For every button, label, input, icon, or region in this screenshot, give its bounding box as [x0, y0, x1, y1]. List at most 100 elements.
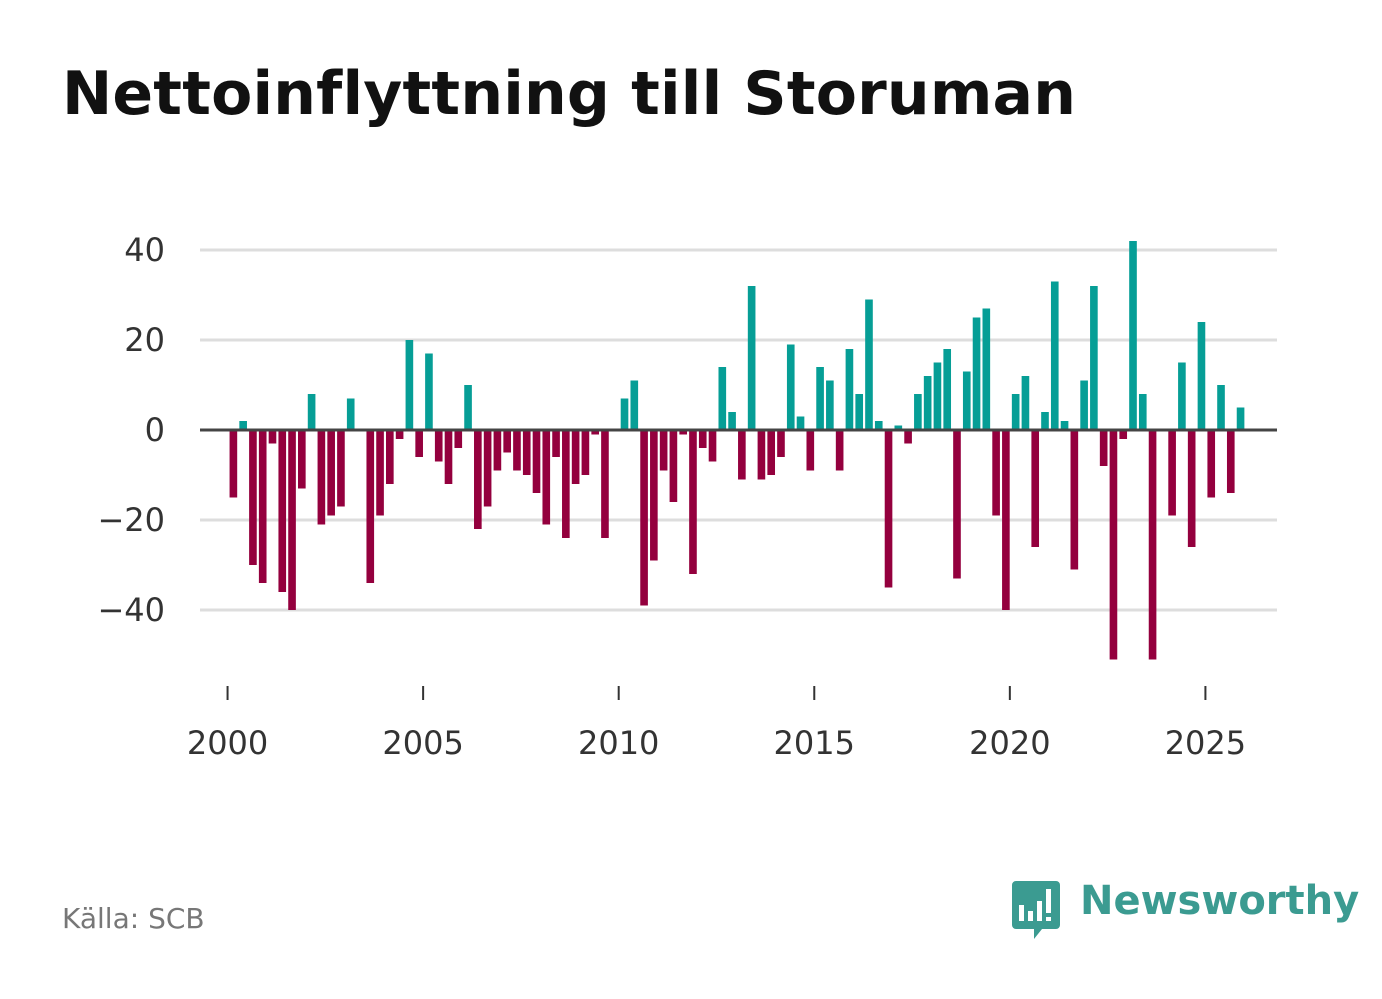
bar	[884, 430, 893, 588]
bar	[532, 430, 541, 493]
bar	[278, 430, 287, 592]
bar	[434, 430, 443, 462]
bar	[943, 349, 952, 430]
bar	[865, 299, 873, 430]
bar	[1119, 430, 1128, 439]
y-axis-labels: 40 20 0 −20 −40	[97, 231, 165, 629]
bar	[1070, 430, 1079, 570]
bar	[1148, 430, 1157, 660]
bar	[914, 394, 922, 430]
bar	[376, 430, 384, 516]
bar	[1041, 412, 1049, 430]
bar	[337, 430, 345, 507]
bar	[1109, 430, 1118, 660]
bar	[317, 430, 326, 525]
bar	[1187, 430, 1196, 547]
y-tick-label: −40	[97, 591, 165, 629]
bar-chart-speech-bubble-icon	[1012, 881, 1060, 939]
x-tick-label: 2000	[187, 724, 268, 762]
bar	[474, 430, 482, 529]
bar	[650, 430, 658, 561]
bar	[1197, 322, 1206, 430]
bar	[591, 430, 599, 435]
bar	[405, 340, 414, 430]
x-tick-label: 2010	[578, 724, 659, 762]
bar	[874, 421, 883, 430]
bar	[708, 430, 717, 462]
bar	[923, 376, 932, 430]
bar	[229, 430, 238, 498]
y-tick-label: 20	[124, 321, 165, 359]
bar	[386, 430, 394, 484]
bar	[689, 430, 697, 574]
y-tick-label: 40	[124, 231, 165, 269]
brand-name: Newsworthy	[1080, 878, 1360, 924]
bar	[395, 430, 404, 439]
bar	[552, 430, 560, 457]
bar	[1031, 430, 1040, 547]
bar	[415, 430, 423, 457]
x-tick-label: 2020	[969, 724, 1050, 762]
bar	[581, 430, 590, 475]
bar	[454, 430, 463, 448]
bar	[786, 344, 795, 430]
bar	[757, 430, 766, 480]
chart-title: Nettoinflyttning till Storuman	[62, 59, 1077, 129]
bar	[268, 430, 277, 444]
y-tick-label: −20	[97, 501, 165, 539]
bar	[845, 349, 854, 430]
bar	[1002, 430, 1010, 610]
x-tick-label: 2005	[382, 724, 463, 762]
bar	[493, 430, 502, 471]
bar	[327, 430, 335, 516]
bar	[258, 430, 267, 583]
bar	[1090, 286, 1098, 430]
bar	[620, 398, 629, 430]
bar	[982, 308, 991, 430]
bar	[298, 430, 306, 489]
bar	[728, 412, 736, 430]
bar	[288, 430, 296, 610]
bar	[679, 430, 687, 435]
x-axis: 2000 2005 2010 2015 2020 2025	[187, 686, 1246, 762]
x-tick-label: 2015	[774, 724, 855, 762]
bar	[1226, 430, 1235, 493]
x-tick-label: 2025	[1165, 724, 1246, 762]
bar	[1050, 281, 1059, 430]
bar	[562, 430, 570, 538]
bar	[366, 430, 375, 583]
bar	[835, 430, 844, 471]
bar	[894, 425, 903, 430]
bar	[962, 371, 971, 430]
bar	[571, 430, 580, 484]
bar	[767, 430, 776, 475]
bar	[933, 362, 942, 430]
bar	[738, 430, 746, 480]
bar	[425, 353, 433, 430]
bar	[522, 430, 531, 475]
bar	[777, 430, 785, 457]
bar	[806, 430, 815, 471]
grid-lines	[200, 248, 1277, 612]
bar	[796, 416, 805, 430]
bar	[669, 430, 678, 502]
bar	[972, 317, 981, 430]
bar	[1099, 430, 1108, 466]
bar-series	[229, 241, 1245, 660]
bar	[630, 380, 639, 430]
bar	[855, 394, 864, 430]
bar	[659, 430, 668, 471]
bar	[826, 380, 834, 430]
bar	[1138, 394, 1147, 430]
bar	[444, 430, 453, 484]
bar	[1178, 362, 1186, 430]
bar	[239, 421, 247, 430]
bar	[698, 430, 707, 448]
bar	[1129, 241, 1137, 430]
bar	[953, 430, 961, 579]
bar	[1168, 430, 1176, 516]
brand-logo-group: Newsworthy	[1010, 877, 1359, 941]
bar	[1236, 407, 1245, 430]
bar	[1021, 376, 1030, 430]
source-label: Källa: SCB	[62, 902, 205, 935]
